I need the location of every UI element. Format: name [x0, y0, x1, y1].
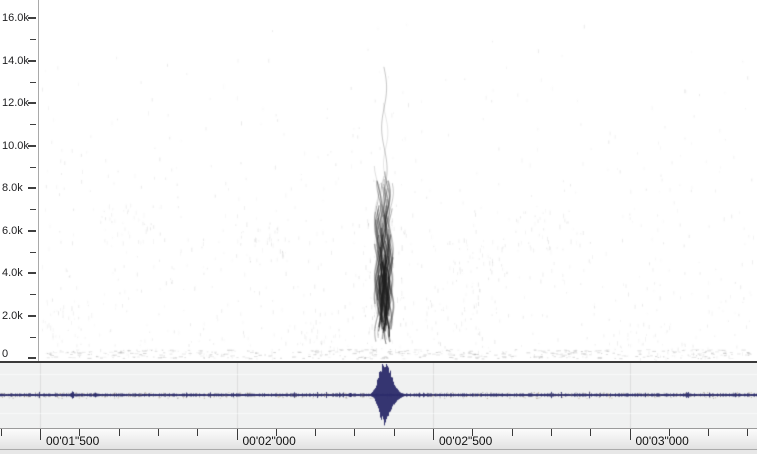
- time-minor-tick: [590, 429, 592, 436]
- time-minor-tick: [157, 429, 159, 436]
- time-minor-tick: [79, 429, 81, 436]
- pane-divider: [0, 361, 757, 363]
- time-tick-label: 00'02"500: [439, 434, 493, 448]
- time-minor-tick: [550, 429, 552, 436]
- waveform-canvas[interactable]: [0, 363, 757, 428]
- time-minor-tick: [354, 429, 356, 436]
- time-major-tick: [236, 429, 238, 440]
- time-minor-tick: [747, 429, 749, 436]
- time-major-tick: [629, 429, 631, 440]
- time-major-tick: [40, 429, 41, 440]
- freq-axis-label: 16.0k: [2, 12, 29, 24]
- freq-axis-label: 8.0k: [2, 182, 23, 194]
- freq-minor-tick: [30, 81, 36, 83]
- freq-axis-label: 10.0k: [2, 139, 29, 152]
- freq-minor-tick: [30, 209, 36, 211]
- freq-major-tick: [28, 59, 36, 62]
- time-minor-tick: [393, 429, 395, 436]
- time-minor-tick: [668, 429, 670, 436]
- freq-axis-label: 0: [2, 348, 9, 360]
- freq-minor-tick: [30, 124, 36, 126]
- time-minor-tick: [315, 429, 317, 436]
- time-minor-tick: [511, 429, 513, 436]
- time-major-tick: [433, 429, 434, 440]
- freq-major-tick: [28, 144, 36, 147]
- freq-minor-tick: [30, 294, 36, 296]
- freq-axis-label: 14.0k: [2, 54, 29, 67]
- time-tick-label: 00'03"000: [635, 434, 689, 448]
- time-minor-tick: [197, 429, 199, 436]
- freq-axis-label: 4.0k: [2, 267, 23, 279]
- freq-minor-tick: [30, 39, 36, 41]
- freq-major-tick: [28, 229, 36, 232]
- freq-axis-label: 6.0k: [2, 224, 23, 237]
- freq-major-tick: [28, 272, 36, 274]
- time-minor-tick: [118, 429, 120, 436]
- freq-axis-label: 12.0k: [2, 97, 29, 109]
- freq-major-tick: [28, 187, 36, 189]
- freq-major-tick: [28, 102, 36, 104]
- time-ruler[interactable]: 00'01"500 00'02"000 00'02"500 00'03"000: [0, 428, 757, 449]
- frequency-axis-line: [38, 0, 39, 361]
- waveform-strip[interactable]: [0, 363, 757, 428]
- spectrogram-canvas[interactable]: [38, 0, 757, 361]
- freq-major-tick: [28, 357, 36, 359]
- time-minor-tick: [472, 429, 474, 436]
- time-minor-tick: [275, 429, 277, 436]
- freq-minor-tick: [30, 251, 36, 253]
- spectrogram-pane[interactable]: 16.0k 14.0k 12.0k 10.0k 8.0k 6.0k 4.0k 2.0k 0: [0, 0, 757, 361]
- time-minor-tick: [0, 429, 2, 436]
- time-tick-label: 00'01"500: [46, 434, 100, 448]
- freq-major-tick: [28, 314, 36, 317]
- time-tick-label: 00'02"000: [242, 434, 296, 448]
- freq-minor-tick: [30, 336, 36, 338]
- freq-major-tick: [28, 17, 36, 19]
- ruler-footer: [0, 449, 757, 454]
- freq-axis-label: 2.0k: [2, 309, 23, 322]
- time-minor-tick: [708, 429, 710, 436]
- freq-minor-tick: [30, 166, 36, 168]
